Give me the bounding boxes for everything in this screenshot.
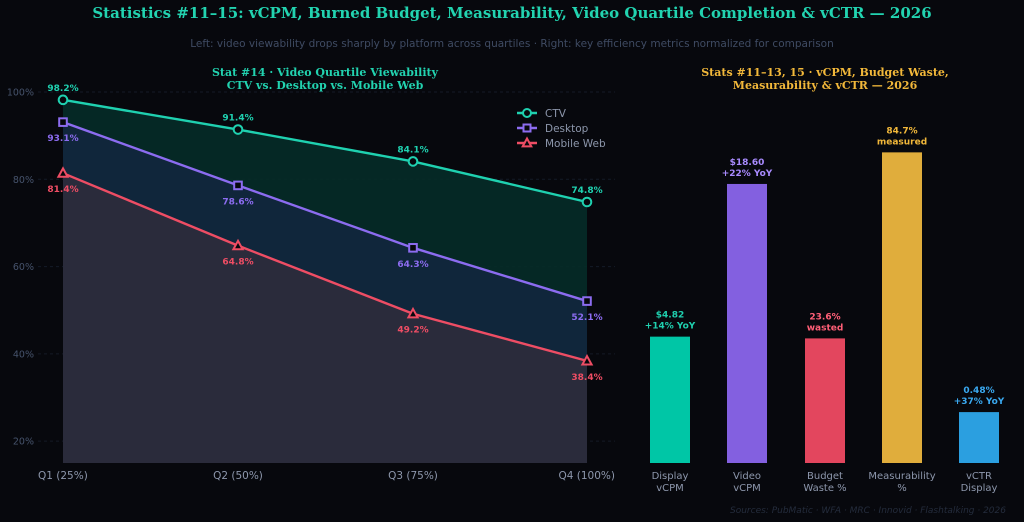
data-point bbox=[406, 306, 420, 319]
legend-marker bbox=[522, 108, 532, 118]
y-tick-label: 20% bbox=[13, 437, 34, 448]
bar-value-label: measured bbox=[877, 137, 927, 147]
data-point bbox=[582, 296, 592, 306]
series-line-desktop bbox=[62, 120, 588, 303]
data-label: 64.3% bbox=[397, 260, 428, 270]
x-tick-label: Q4 (100%) bbox=[559, 470, 616, 482]
bar-value-label: 84.7% bbox=[886, 126, 917, 136]
data-label: 84.1% bbox=[397, 145, 428, 155]
bar-value-label: 23.6% bbox=[809, 312, 840, 322]
bar-category-label: Video bbox=[733, 471, 761, 482]
data-label: 98.2% bbox=[47, 84, 78, 94]
legend-label: Mobile Web bbox=[545, 138, 606, 150]
data-label: 78.6% bbox=[222, 197, 253, 207]
bar-value-label: +37% YoY bbox=[954, 397, 1005, 407]
data-point bbox=[407, 156, 419, 167]
legend-label: CTV bbox=[545, 108, 567, 120]
bar-value-label: +22% YoY bbox=[722, 169, 773, 179]
y-tick-label: 100% bbox=[7, 88, 34, 99]
bar-category-label: Waste % bbox=[803, 483, 846, 494]
line-chart-title: Stat #14 · Video Quartile Viewability CT… bbox=[120, 66, 530, 92]
page-title: Statistics #11–15: vCPM, Burned Budget, … bbox=[92, 4, 932, 22]
bar bbox=[650, 336, 690, 463]
bar-value-label: 0.48% bbox=[963, 386, 994, 396]
bar-value-label: +14% YoY bbox=[645, 322, 696, 332]
data-point bbox=[56, 166, 70, 178]
source-note: Sources: PubMatic · WFA · MRC · Innovid … bbox=[730, 506, 1006, 516]
bar-chart-title: Stats #11–13, 15 · vCPM, Budget Waste, M… bbox=[640, 66, 1010, 92]
data-label: 81.4% bbox=[47, 185, 78, 195]
data-point bbox=[233, 180, 243, 191]
x-tick-label: Q2 (50%) bbox=[213, 470, 263, 482]
x-tick-label: Q1 (25%) bbox=[38, 470, 88, 482]
y-tick-label: 40% bbox=[13, 349, 34, 360]
bar-value-label: wasted bbox=[807, 323, 844, 333]
legend-label: Desktop bbox=[545, 123, 589, 135]
data-label: 91.4% bbox=[222, 114, 253, 124]
bar-category-label: % bbox=[897, 483, 907, 494]
bar-category-label: Display bbox=[961, 483, 998, 494]
y-tick-label: 60% bbox=[13, 262, 34, 273]
data-label: 52.1% bbox=[571, 313, 602, 323]
data-label: 74.8% bbox=[571, 186, 602, 196]
data-point bbox=[408, 243, 418, 253]
page-subtitle: Left: video viewability drops sharply by… bbox=[190, 38, 834, 50]
series-area-mobile-web bbox=[63, 173, 587, 463]
bar bbox=[882, 152, 922, 464]
bar-category-label: vCPM bbox=[733, 483, 761, 494]
bar-category-label: vCTR bbox=[966, 471, 992, 482]
data-point bbox=[580, 353, 594, 366]
line-chart-title-line-1: Stat #14 · Video Quartile Viewability bbox=[211, 66, 439, 79]
bar bbox=[959, 412, 999, 463]
bar-category-label: Budget bbox=[807, 471, 843, 482]
bar bbox=[805, 338, 845, 463]
line-chart-legend: CTV Desktop Mobile Web bbox=[517, 108, 606, 150]
data-point bbox=[232, 124, 244, 135]
data-label: 64.8% bbox=[222, 258, 253, 268]
data-label: 49.2% bbox=[397, 326, 428, 336]
data-point bbox=[231, 238, 245, 251]
series-line-ctv bbox=[62, 98, 588, 204]
bar-value-label: $4.82 bbox=[656, 311, 684, 321]
bar bbox=[727, 183, 767, 463]
legend-marker bbox=[522, 123, 532, 133]
bar-chart-title-line-2: Measurability & vCTR — 2026 bbox=[732, 79, 918, 92]
bar-category-label: Display bbox=[652, 471, 689, 482]
bar-category-label: vCPM bbox=[656, 483, 684, 494]
data-point bbox=[57, 94, 69, 106]
data-point bbox=[581, 196, 593, 208]
x-tick-label: Q3 (75%) bbox=[388, 470, 438, 482]
data-point bbox=[58, 117, 68, 127]
y-tick-label: 80% bbox=[13, 175, 34, 186]
bar-category-label: Measurability bbox=[868, 471, 935, 482]
legend-marker bbox=[521, 136, 533, 148]
line-chart-title-line-2: CTV vs. Desktop vs. Mobile Web bbox=[226, 79, 424, 92]
bar-value-label: $18.60 bbox=[730, 158, 765, 168]
data-label: 38.4% bbox=[571, 373, 602, 383]
series-line-mobile-web bbox=[62, 172, 588, 363]
data-label: 93.1% bbox=[47, 134, 78, 144]
bar-chart-title-line-1: Stats #11–13, 15 · vCPM, Budget Waste, bbox=[701, 66, 949, 79]
